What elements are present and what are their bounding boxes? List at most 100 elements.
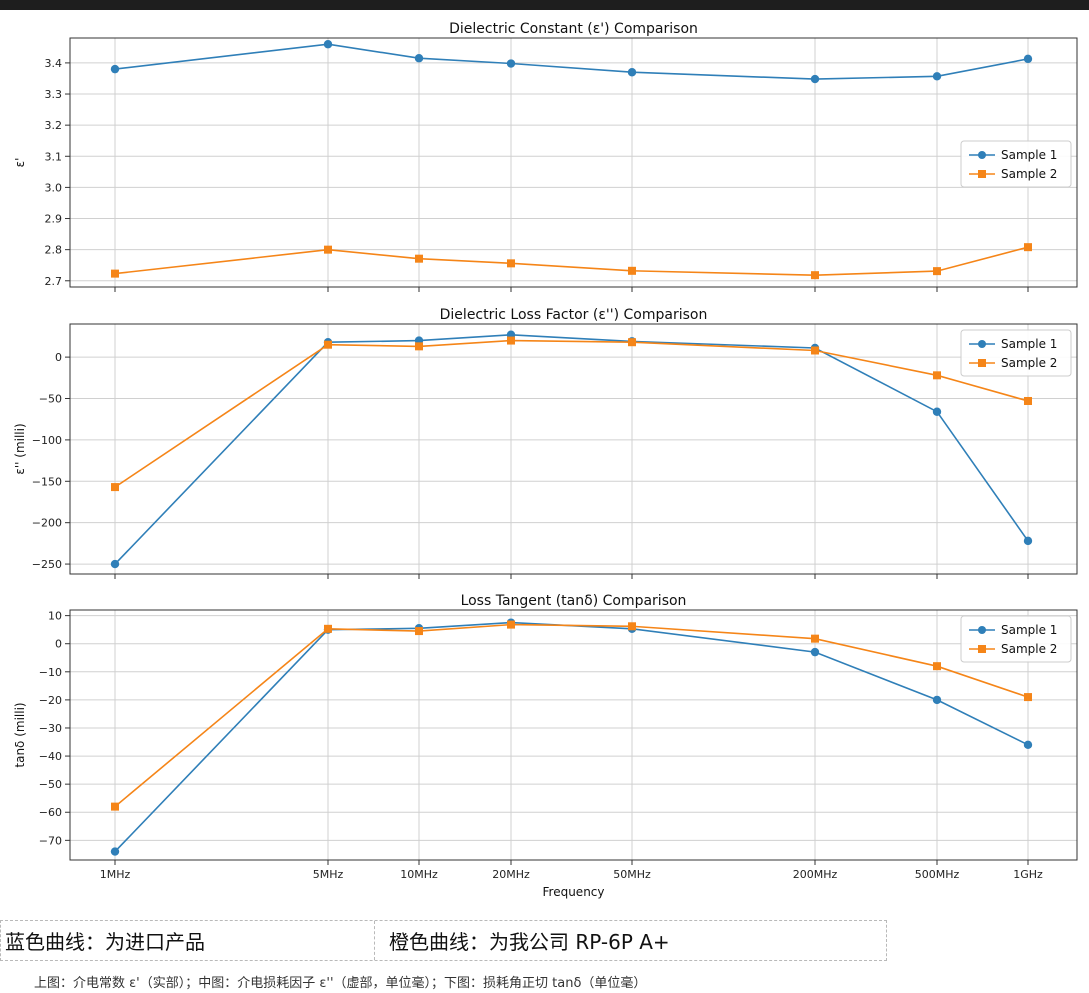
data-point-sample-2	[507, 620, 515, 629]
data-point-sample-1	[932, 407, 942, 416]
data-point-sample-2	[111, 483, 119, 492]
series-line-2	[114, 339, 1029, 488]
legend-label-2: Sample 2	[1001, 642, 1057, 656]
legend-label-1: Sample 1	[1001, 623, 1057, 637]
legend-marker-2	[978, 359, 986, 367]
data-point-sample-1	[110, 847, 120, 856]
x-tick-label: 1MHz	[100, 868, 131, 881]
y-tick-label: −100	[32, 434, 62, 447]
legend-box	[960, 615, 1072, 663]
y-tick-label: −50	[39, 393, 62, 406]
chart-figure: 2.7 2.8 2.9 3.0 3.1 3.2 3.3 3.4 Dielectric Const…	[13, 21, 1078, 899]
data-point-sample-1	[810, 647, 820, 657]
y-tick-label: 0	[55, 351, 62, 364]
caption-note: 上图：介电常数 ε'（实部）；中图：介电损耗因子 ε''（虚部，单位毫）；下图：…	[34, 976, 647, 991]
data-point-sample-2	[415, 627, 423, 636]
window-top-bar	[0, 0, 1089, 10]
data-point-sample-1	[506, 59, 516, 68]
data-point-sample-1	[414, 54, 424, 63]
y-tick-label: 2.9	[45, 213, 63, 226]
data-point-sample-1	[810, 74, 820, 84]
y-tick-label: 3.1	[45, 150, 63, 163]
data-point-sample-2	[324, 340, 332, 349]
plot-frame	[69, 323, 1078, 575]
caption-orange-curve: 橙色曲线：为我公司 RP-6P A+	[389, 930, 670, 954]
data-point-sample-2	[628, 622, 636, 631]
legend-box	[960, 140, 1072, 188]
caption-blue-curve: 蓝色曲线：为进口产品	[1, 921, 375, 960]
data-point-sample-1	[110, 559, 120, 569]
legend-marker-2	[978, 170, 986, 178]
series-line-1	[114, 333, 1029, 565]
legend-marker-2	[978, 645, 986, 653]
data-point-sample-1	[1023, 536, 1033, 546]
legend-label-1: Sample 1	[1001, 148, 1057, 162]
x-tick-label: 200MHz	[793, 868, 838, 881]
series-line-2	[114, 623, 1029, 808]
y-tick-label: 3.4	[45, 57, 63, 70]
data-point-sample-2	[933, 267, 941, 276]
legend-label-1: Sample 1	[1001, 337, 1057, 351]
x-tick-label: 1GHz	[1013, 868, 1043, 881]
y-tick-label: −150	[32, 475, 62, 488]
chart-title: Loss Tangent (tanδ) Comparison	[461, 593, 687, 609]
plot-frame	[69, 37, 1078, 288]
series-line-2	[114, 246, 1029, 277]
data-point-sample-2	[1024, 243, 1032, 252]
data-point-sample-1	[627, 68, 637, 77]
data-point-sample-1	[932, 72, 942, 81]
data-point-sample-2	[415, 342, 423, 351]
data-point-sample-2	[628, 338, 636, 347]
data-point-sample-2	[507, 259, 515, 268]
legend-label-2: Sample 2	[1001, 167, 1057, 181]
y-tick-label: 3.0	[45, 181, 63, 194]
data-point-sample-2	[1024, 693, 1032, 702]
data-point-sample-2	[111, 802, 119, 811]
series-line-1	[114, 43, 1029, 80]
x-tick-label: 5MHz	[313, 868, 344, 881]
plot-frame	[69, 609, 1078, 861]
y-tick-label: −20	[39, 694, 62, 707]
legend-marker-1	[978, 626, 986, 634]
legend-marker-1	[978, 340, 986, 348]
data-point-sample-1	[1023, 740, 1033, 750]
y-tick-label: −60	[39, 806, 62, 819]
y-tick-label: −30	[39, 722, 62, 735]
y-tick-label: 2.8	[45, 244, 63, 257]
y-tick-label: −70	[39, 834, 62, 847]
y-tick-label: 2.7	[45, 275, 63, 288]
data-point-sample-1	[110, 64, 120, 74]
data-point-sample-2	[811, 271, 819, 280]
legend-label-2: Sample 2	[1001, 356, 1057, 370]
y-axis-label: ε'' (milli)	[13, 423, 27, 474]
data-point-sample-1	[1023, 54, 1033, 64]
x-tick-label: 50MHz	[613, 868, 651, 881]
chart-title: Dielectric Loss Factor (ε'') Comparison	[440, 307, 708, 323]
y-tick-label: −250	[32, 558, 62, 571]
data-point-sample-2	[628, 266, 636, 275]
x-tick-label: 500MHz	[915, 868, 960, 881]
data-point-sample-2	[415, 254, 423, 263]
y-tick-label: 0	[55, 638, 62, 651]
data-point-sample-2	[111, 269, 119, 278]
data-point-sample-1	[323, 40, 333, 49]
data-point-sample-2	[811, 346, 819, 355]
y-tick-label: −200	[32, 517, 62, 530]
data-point-sample-2	[507, 336, 515, 345]
data-point-sample-2	[933, 371, 941, 380]
x-tick-label: 20MHz	[492, 868, 530, 881]
y-axis-label: tanδ (milli)	[13, 702, 27, 767]
y-tick-label: −50	[39, 778, 62, 791]
series-line-1	[114, 621, 1029, 853]
chart-title: Dielectric Constant (ε') Comparison	[449, 21, 698, 37]
x-axis-label: Frequency	[543, 885, 605, 899]
data-point-sample-2	[324, 245, 332, 254]
data-point-sample-2	[324, 624, 332, 633]
data-point-sample-2	[933, 662, 941, 671]
legend-marker-1	[978, 151, 986, 159]
y-tick-label: 3.3	[45, 88, 63, 101]
x-tick-label: 10MHz	[400, 868, 438, 881]
y-tick-label: −40	[39, 750, 62, 763]
y-axis-label: ε'	[13, 158, 27, 168]
data-point-sample-2	[811, 634, 819, 643]
